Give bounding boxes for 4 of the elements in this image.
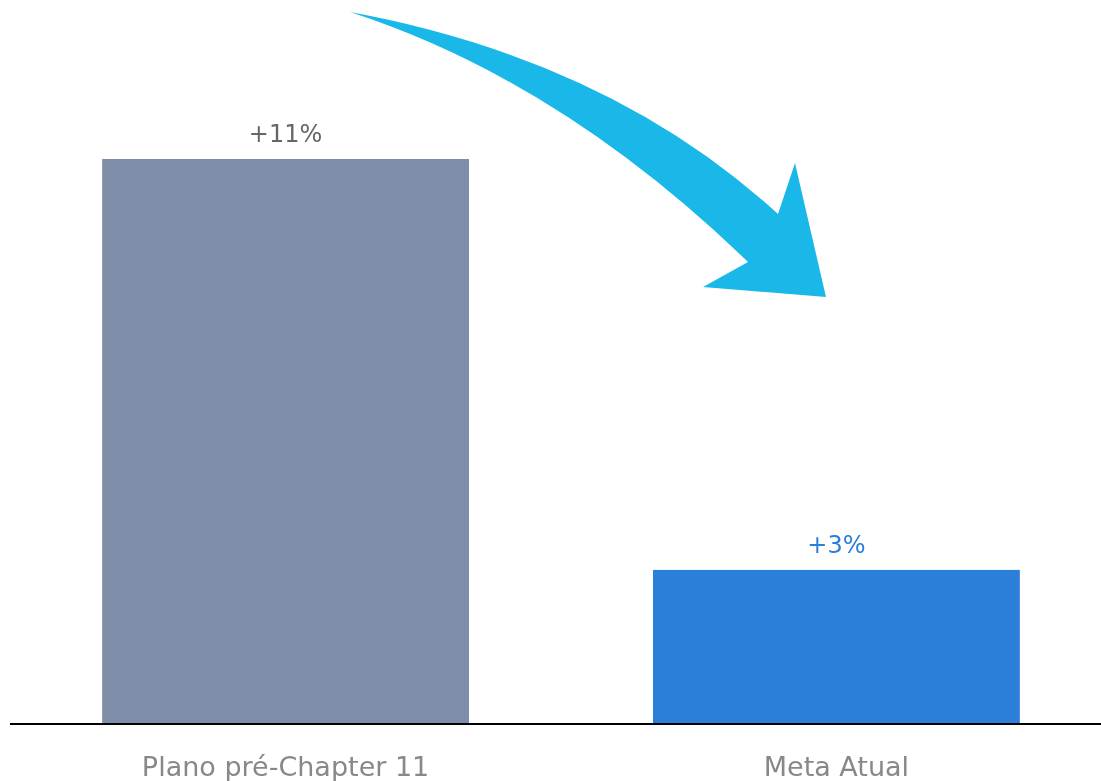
x-tick-label: Plano pré-Chapter 11 (141, 751, 430, 781)
x-tick-label: Meta Atual (763, 751, 910, 781)
data-label: +3% (807, 530, 866, 559)
data-label: +11% (248, 120, 323, 148)
